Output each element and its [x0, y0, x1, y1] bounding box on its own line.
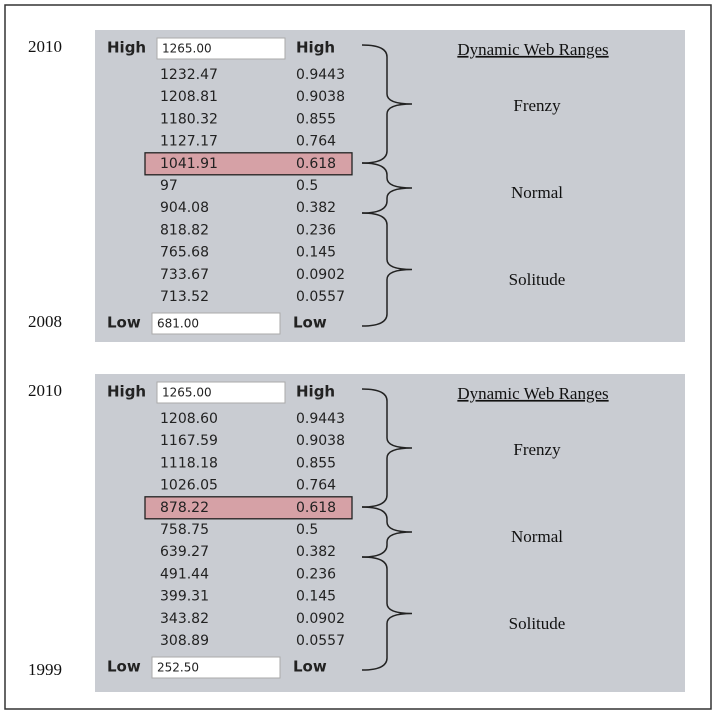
ratio: 0.9038 — [296, 89, 345, 105]
price: 97 — [160, 178, 178, 194]
brace — [361, 162, 413, 214]
price: 1232.47 — [160, 67, 218, 83]
ratio: 0.9038 — [296, 433, 345, 449]
price: 1127.17 — [160, 134, 218, 150]
year-bottom: 1999 — [28, 660, 62, 679]
range-label: Frenzy — [513, 440, 561, 459]
ratio: 0.618 — [296, 156, 336, 172]
range-label: Normal — [511, 183, 563, 202]
low-input-value: 252.50 — [157, 661, 199, 675]
price: 713.52 — [160, 289, 209, 305]
price: 639.27 — [160, 544, 209, 560]
ratio: 0.0557 — [296, 633, 345, 649]
ratio: 0.236 — [296, 222, 336, 238]
ratio: 0.382 — [296, 544, 336, 560]
price: 758.75 — [160, 522, 209, 538]
year-bottom: 2008 — [28, 312, 62, 331]
price: 491.44 — [160, 566, 209, 582]
price: 904.08 — [160, 200, 209, 216]
high-label: High — [107, 39, 146, 57]
year-top: 2010 — [28, 381, 62, 400]
price: 818.82 — [160, 222, 209, 238]
price: 733.67 — [160, 267, 209, 283]
ratio: 0.5 — [296, 522, 318, 538]
ratio: 0.764 — [296, 134, 336, 150]
high-input[interactable] — [156, 381, 286, 404]
ratio: 0.0557 — [296, 289, 345, 305]
ratio: 0.236 — [296, 566, 336, 582]
ratio: 0.145 — [296, 245, 336, 261]
low-input-value: 681.00 — [157, 317, 199, 331]
brace — [361, 388, 413, 508]
price: 1208.81 — [160, 89, 218, 105]
high-input-value: 1265.00 — [162, 42, 212, 56]
highlight-row — [144, 152, 353, 176]
price: 308.89 — [160, 633, 209, 649]
low-input[interactable] — [151, 312, 281, 335]
low-right: Low — [293, 314, 327, 332]
ratio: 0.0902 — [296, 267, 345, 283]
price: 1118.18 — [160, 455, 218, 471]
ratio: 0.764 — [296, 478, 336, 494]
price: 399.31 — [160, 589, 209, 605]
ratio: 0.618 — [296, 500, 336, 516]
low-label: Low — [107, 658, 141, 676]
range-label: Normal — [511, 527, 563, 546]
price: 1180.32 — [160, 111, 218, 127]
price: 1026.05 — [160, 478, 218, 494]
ratio: 0.855 — [296, 111, 336, 127]
year-top: 2010 — [28, 37, 62, 56]
price: 1041.91 — [160, 156, 218, 172]
high-input[interactable] — [156, 37, 286, 60]
high-label: High — [107, 383, 146, 401]
ratio: 0.0902 — [296, 611, 345, 627]
range-label: Frenzy — [513, 96, 561, 115]
low-input[interactable] — [151, 656, 281, 679]
ratio: 0.145 — [296, 589, 336, 605]
high-input-value: 1265.00 — [162, 386, 212, 400]
ratio: 0.855 — [296, 455, 336, 471]
ratio: 0.9443 — [296, 411, 345, 427]
brace — [361, 556, 413, 671]
ratio: 0.9443 — [296, 67, 345, 83]
brace — [361, 44, 413, 164]
brace — [361, 506, 413, 558]
high-right: High — [296, 383, 335, 401]
panel — [95, 30, 685, 342]
ratio: 0.382 — [296, 200, 336, 216]
title: Dynamic Web Ranges — [457, 384, 608, 403]
high-right: High — [296, 39, 335, 57]
highlight-row — [144, 496, 353, 520]
title: Dynamic Web Ranges — [457, 40, 608, 59]
range-label: Solitude — [509, 270, 566, 289]
price: 878.22 — [160, 500, 209, 516]
panel — [95, 374, 685, 692]
price: 765.68 — [160, 245, 209, 261]
ratio: 0.5 — [296, 178, 318, 194]
range-label: Solitude — [509, 614, 566, 633]
low-right: Low — [293, 658, 327, 676]
price: 1167.59 — [160, 433, 218, 449]
price: 343.82 — [160, 611, 209, 627]
brace — [361, 212, 413, 327]
price: 1208.60 — [160, 411, 218, 427]
low-label: Low — [107, 314, 141, 332]
